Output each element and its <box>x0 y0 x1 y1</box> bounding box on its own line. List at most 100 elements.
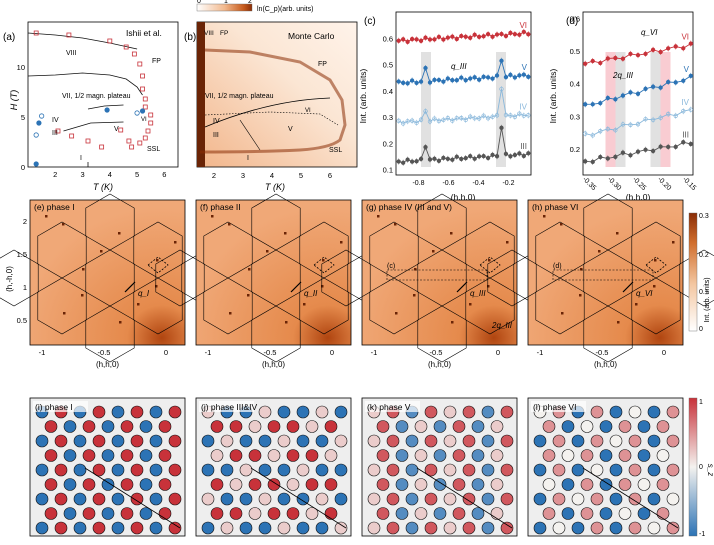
lattice-panel-3: (l) phase VI <box>527 397 684 537</box>
spin-1-3-3 <box>267 449 281 462</box>
spin-0-5-3 <box>101 478 115 491</box>
spin-0-5-0 <box>44 478 58 491</box>
bragg-peak-2-3 <box>488 259 491 262</box>
c-pt-V-0 <box>396 79 401 84</box>
c-pt-V-8 <box>432 77 437 83</box>
spin-2-6-2 <box>405 492 419 506</box>
maps-ylabel: (h,-h,0) <box>5 266 14 292</box>
dashed-zone-2 <box>479 256 501 274</box>
spin-3-2-7 <box>666 434 680 448</box>
spin-3-8-2 <box>571 521 585 535</box>
map-arrow-3 <box>622 281 634 293</box>
spin-1-7-2 <box>248 507 262 520</box>
c-pt-VI-5 <box>418 38 424 43</box>
d-xtick--0.3: -0.30 <box>606 176 622 192</box>
scan-box-3 <box>552 269 654 281</box>
a-boundary-1 <box>27 72 143 96</box>
spin-3-1-1 <box>561 420 575 433</box>
bragg-peak-2-7 <box>506 241 509 244</box>
spin-0-5-1 <box>63 478 77 491</box>
d-pt-IV-4 <box>613 127 618 133</box>
spin-0-3-6 <box>158 449 172 462</box>
spin-3-8-0 <box>533 521 547 535</box>
d-pt-III-0 <box>583 159 588 164</box>
d-pt-VI-1 <box>590 58 595 64</box>
c-pt-V-22 <box>494 73 500 78</box>
d-pt-III-5 <box>620 150 626 155</box>
spin-0-5-6 <box>158 478 172 491</box>
spin-1-2-3 <box>258 434 272 448</box>
spin-3-8-7 <box>666 521 680 535</box>
spin-1-5-0 <box>210 478 224 491</box>
c-pt-III-10 <box>441 155 446 161</box>
map-xtick-0-0: -1 <box>39 348 46 357</box>
panel-b-colorbar-label: ln(C_p)(arb. units) <box>257 6 313 13</box>
c-pt-III-7 <box>427 157 433 162</box>
spin-1-3-6 <box>324 449 338 462</box>
spin-1-3-2 <box>248 449 262 462</box>
d-pt-IV-10 <box>658 115 663 120</box>
spin-0-2-6 <box>149 434 163 448</box>
bragg-peak-0-5 <box>100 250 103 253</box>
spin-0-7-2 <box>82 507 96 520</box>
spin-0-5-2 <box>82 478 96 491</box>
a-red-point-2 <box>107 38 113 44</box>
panel-a-frame <box>27 21 179 168</box>
spin-2-2-1 <box>386 434 400 448</box>
spin-0-8-5 <box>130 521 144 535</box>
spin-0-7-3 <box>101 507 115 520</box>
spin-0-2-4 <box>111 434 125 448</box>
bz-hex-3 <box>487 249 537 307</box>
a-ytick-5: 5 <box>21 113 25 122</box>
domain-wall-3 <box>582 467 679 529</box>
c-ytick-0.1: 0.1 <box>383 166 393 175</box>
cb-tick-2: 2 <box>248 0 252 5</box>
c-pt-V-9 <box>436 77 442 83</box>
d-shade-2 <box>615 52 626 167</box>
spin-1-0-6 <box>315 405 329 419</box>
b-xtick-3: 3 <box>241 171 245 180</box>
spin-3-3-0 <box>542 449 556 462</box>
c-ytick-0.2: 0.2 <box>383 139 393 148</box>
bragg-peak-1-0 <box>211 215 214 218</box>
d-pt-IV-2 <box>598 129 603 134</box>
spin-2-6-3 <box>424 492 438 506</box>
lattice-panel-1: (j) phase III&IV <box>195 397 352 537</box>
spin-0-3-2 <box>82 449 96 462</box>
d-shade-1 <box>660 52 671 167</box>
d-pt-VI-4 <box>613 55 618 61</box>
d-pt-VI-10 <box>658 49 663 55</box>
bragg-peak-3-8 <box>579 294 582 297</box>
lattice-label-3: (l) phase VI <box>533 402 576 412</box>
c-pt-IV-22 <box>494 113 500 118</box>
map-xlabel-1: (h,h,0) <box>262 360 285 369</box>
spin-2-5-6 <box>490 478 504 491</box>
lattice-label-bg-3 <box>531 401 586 412</box>
spin-2-5-5 <box>471 478 485 491</box>
spin-0-2-5 <box>130 434 144 448</box>
spin-3-6-5 <box>628 492 642 506</box>
c-pt-III-11 <box>445 156 451 162</box>
c-pt-IV-5 <box>418 117 424 122</box>
bragg-peak-0-2 <box>119 321 122 324</box>
a-blue-point-1 <box>33 132 39 138</box>
d-pt-IV-14 <box>688 107 693 112</box>
c-pt-VI-15 <box>463 34 468 39</box>
phase-a-v: V <box>114 126 119 133</box>
spin-3-6-3 <box>590 492 604 506</box>
spin-2-8-3 <box>424 521 438 535</box>
bragg-peak-0-6 <box>137 303 140 306</box>
c-pt-III-6 <box>423 144 428 150</box>
c-pt-V-16 <box>468 76 473 81</box>
spin-0-7-6 <box>158 507 172 520</box>
map-q-1: q_II <box>304 289 318 298</box>
spin-3-4-7 <box>666 463 680 477</box>
a-red-point-18 <box>69 133 75 139</box>
c-pt-V-24 <box>503 74 509 80</box>
d-ytick-0.5: 0.5 <box>570 47 580 56</box>
a-red-point-16 <box>99 144 105 150</box>
c-pt-III-22 <box>494 154 500 159</box>
c-pt-VI-2 <box>405 39 410 44</box>
spin-2-2-2 <box>405 434 419 448</box>
spin-2-6-4 <box>443 492 457 506</box>
